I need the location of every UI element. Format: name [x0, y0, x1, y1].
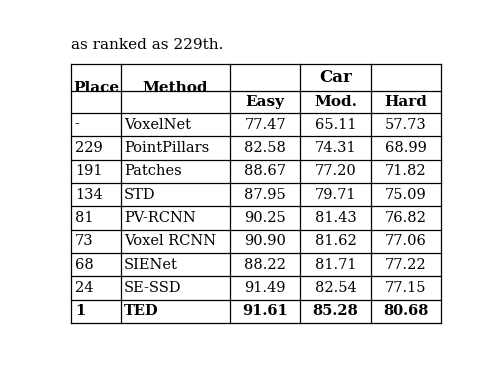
Text: 77.20: 77.20	[314, 164, 356, 178]
Text: 91.61: 91.61	[243, 304, 288, 318]
Text: 68.99: 68.99	[385, 141, 427, 155]
Text: 134: 134	[75, 188, 103, 202]
Text: 88.22: 88.22	[244, 258, 286, 272]
Text: -: -	[75, 117, 80, 131]
Text: 74.31: 74.31	[315, 141, 356, 155]
Text: 191: 191	[75, 164, 102, 178]
Text: TED: TED	[124, 304, 158, 318]
Text: 71.82: 71.82	[385, 164, 427, 178]
Text: 80.68: 80.68	[383, 304, 429, 318]
Text: 65.11: 65.11	[315, 117, 356, 131]
Text: 90.90: 90.90	[244, 234, 286, 248]
Text: 68: 68	[75, 258, 93, 272]
Text: PointPillars: PointPillars	[124, 141, 209, 155]
Text: Car: Car	[319, 69, 352, 86]
Text: PV-RCNN: PV-RCNN	[124, 211, 196, 225]
Text: 229: 229	[75, 141, 103, 155]
Text: SIENet: SIENet	[124, 258, 178, 272]
Text: 73: 73	[75, 234, 93, 248]
Text: Easy: Easy	[246, 95, 285, 109]
Text: Hard: Hard	[384, 95, 427, 109]
Text: 90.25: 90.25	[245, 211, 286, 225]
Text: as ranked as 229th.: as ranked as 229th.	[71, 38, 223, 52]
Text: 91.49: 91.49	[245, 281, 286, 295]
Text: 75.09: 75.09	[385, 188, 427, 202]
Text: 79.71: 79.71	[315, 188, 356, 202]
Text: 81: 81	[75, 211, 93, 225]
Text: 57.73: 57.73	[385, 117, 427, 131]
Text: 81.71: 81.71	[315, 258, 356, 272]
Text: 77.22: 77.22	[385, 258, 427, 272]
Text: 24: 24	[75, 281, 93, 295]
Text: 82.58: 82.58	[244, 141, 286, 155]
Text: 85.28: 85.28	[312, 304, 358, 318]
Text: 81.62: 81.62	[314, 234, 356, 248]
Text: VoxelNet: VoxelNet	[124, 117, 191, 131]
Text: Method: Method	[143, 81, 208, 95]
Text: Voxel RCNN: Voxel RCNN	[124, 234, 216, 248]
Text: 87.95: 87.95	[245, 188, 286, 202]
Text: Place: Place	[73, 81, 119, 95]
Text: SE-SSD: SE-SSD	[124, 281, 182, 295]
Text: Mod.: Mod.	[314, 95, 357, 109]
Text: 77.47: 77.47	[245, 117, 286, 131]
Text: 1: 1	[75, 304, 85, 318]
Text: 77.06: 77.06	[385, 234, 427, 248]
Text: STD: STD	[124, 188, 155, 202]
Text: 81.43: 81.43	[314, 211, 356, 225]
Text: 82.54: 82.54	[314, 281, 356, 295]
Text: Patches: Patches	[124, 164, 182, 178]
Text: 77.15: 77.15	[385, 281, 427, 295]
Text: 88.67: 88.67	[244, 164, 286, 178]
Text: 76.82: 76.82	[385, 211, 427, 225]
